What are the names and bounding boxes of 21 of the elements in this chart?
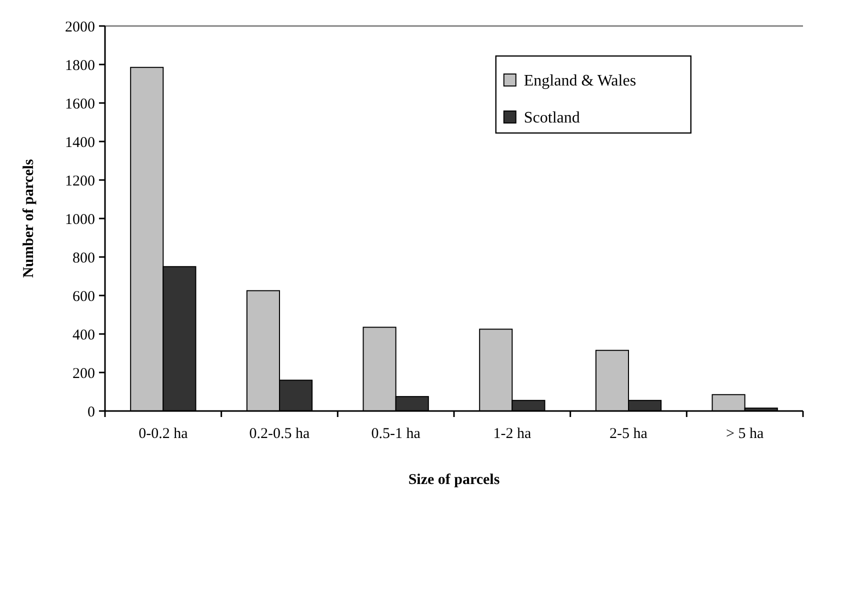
x-tick-label: 0.5-1 ha xyxy=(371,426,421,442)
y-tick-label: 1600 xyxy=(65,96,95,112)
y-tick-label: 2000 xyxy=(65,19,95,36)
y-tick-label: 1800 xyxy=(65,58,95,74)
y-tick-label: 0 xyxy=(88,404,95,420)
y-tick-label: 800 xyxy=(72,250,95,266)
x-tick-label: 0-0.2 ha xyxy=(138,426,188,442)
y-tick-label: 400 xyxy=(72,327,95,344)
x-axis-title: Size of parcels xyxy=(408,472,500,488)
y-tick-label: 1000 xyxy=(65,212,95,228)
legend-label: Scotland xyxy=(524,110,580,127)
y-tick-label: 1200 xyxy=(65,173,95,190)
legend-label: England & Wales xyxy=(524,72,636,90)
y-tick-label: 200 xyxy=(72,366,95,382)
x-tick-label: 0.2-0.5 ha xyxy=(249,426,310,442)
y-tick-label: 1400 xyxy=(65,134,95,151)
x-tick-label: > 5 ha xyxy=(726,426,764,442)
x-tick-label: 2-5 ha xyxy=(610,426,648,442)
y-axis-title: Number of parcels xyxy=(21,159,37,278)
y-tick-label: 600 xyxy=(72,288,95,305)
x-tick-label: 1-2 ha xyxy=(493,426,532,442)
